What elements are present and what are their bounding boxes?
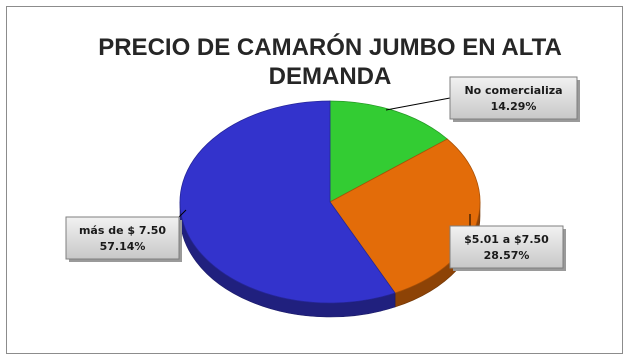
label-box [65,216,180,260]
label-box [449,76,578,120]
leader-line [385,97,451,111]
slice-label-no-comercializa: No comercializa 14.29% [385,76,580,122]
slice-value-label: 28.57% [484,249,530,262]
slice-category-label: $5.01 a $7.50 [464,233,549,246]
slice-category-label: más de $ 7.50 [79,224,166,237]
slice-category-label: No comercializa [464,84,562,97]
label-box [449,225,564,269]
pie-tops [179,100,481,304]
pie-slice-no-comercializa [329,100,449,203]
leader-line [178,209,187,218]
slice-label-m-s-de-7-50: más de $ 7.50 57.14% [65,209,187,262]
slice-value-label: 14.29% [491,100,537,113]
slice-label-5-01-a-7-50: $5.01 a $7.50 28.57% [449,214,566,271]
chart-title-line-1: PRECIO DE CAMARÓN JUMBO EN ALTA [98,33,562,61]
pie-labels: No comercializa 14.29% $5.01 a $7.50 28.57%… [65,76,580,271]
chart-title-line-2: DEMANDA [269,63,392,90]
pie-slice-m-s-de-7-50 [179,100,396,304]
pie-slice-5-01-a-7-50 [329,138,481,294]
slice-value-label: 57.14% [100,240,146,253]
